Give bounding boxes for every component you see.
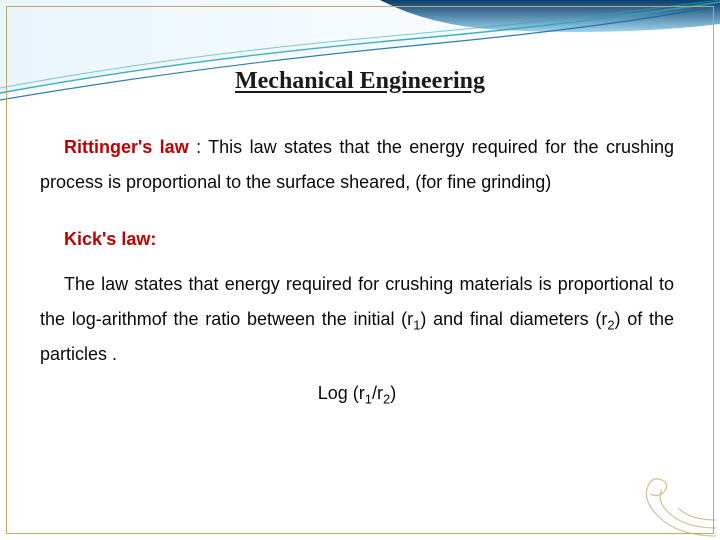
formula-line: Log (r1/r2) bbox=[40, 383, 674, 404]
content-area: Rittinger's law : This law states that t… bbox=[40, 130, 674, 404]
header-swoosh bbox=[0, 0, 720, 130]
formula-post: ) bbox=[390, 383, 396, 403]
kick-label: Kick's law: bbox=[64, 229, 156, 249]
rittinger-paragraph: Rittinger's law : This law states that t… bbox=[40, 130, 674, 200]
rittinger-label: Rittinger's law bbox=[64, 137, 189, 157]
kick-paragraph: The law states that energy required for … bbox=[40, 267, 674, 372]
corner-flourish bbox=[628, 468, 718, 538]
kick-label-paragraph: Kick's law: bbox=[40, 222, 674, 257]
formula-pre: Log (r bbox=[318, 383, 365, 403]
formula-mid: /r bbox=[372, 383, 383, 403]
formula-s1: 1 bbox=[365, 391, 372, 406]
page-title: Mechanical Engineering bbox=[0, 68, 720, 95]
kick-sub-2: 2 bbox=[607, 318, 614, 333]
kick-text-2: ) and final diameters (r bbox=[420, 309, 607, 329]
